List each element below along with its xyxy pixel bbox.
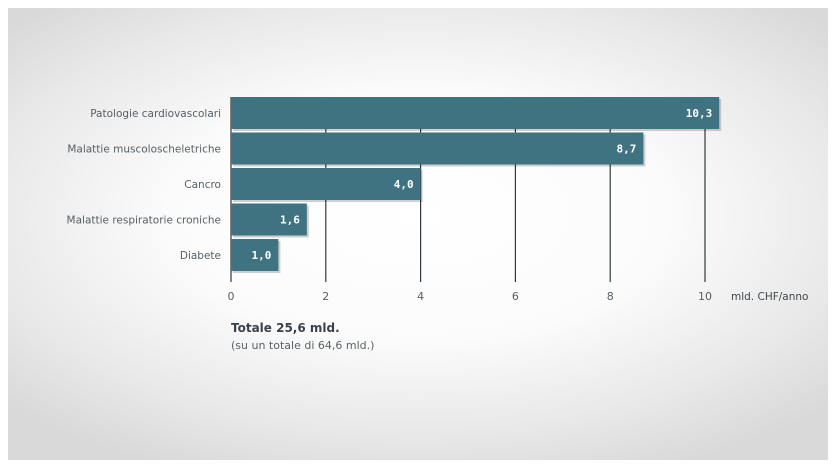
bar-4 bbox=[231, 203, 307, 236]
bar-5 bbox=[231, 239, 279, 271]
total-summary: Totale 25,6 mld. (su un totale di 64,6 m… bbox=[231, 320, 374, 354]
bar-value-label: 4,0 bbox=[394, 178, 414, 191]
bar-value-label: 10,3 bbox=[686, 107, 713, 120]
x-axis-unit-label: mld. CHF/anno bbox=[731, 291, 808, 303]
x-tick-label: 6 bbox=[512, 290, 519, 303]
category-label: Malattie muscoloscheletriche bbox=[67, 144, 221, 156]
total-label: Totale 25,6 mld. bbox=[231, 321, 340, 335]
x-tick-label: 2 bbox=[322, 290, 329, 303]
bar-value-label: 1,6 bbox=[280, 214, 300, 227]
bars: 10,3 8,7 4,0 1,6 1,0 bbox=[231, 97, 722, 273]
chart-background bbox=[8, 8, 828, 460]
category-label: Cancro bbox=[184, 179, 221, 191]
category-label: Malattie respiratorie croniche bbox=[67, 215, 221, 227]
x-tick-label: 10 bbox=[698, 290, 712, 303]
bar-value-label: 8,7 bbox=[617, 143, 637, 156]
category-label: Patologie cardiovascolari bbox=[90, 108, 221, 120]
total-note: (su un totale di 64,6 mld.) bbox=[231, 339, 375, 352]
x-tick-label: 0 bbox=[228, 290, 235, 303]
bar-3 bbox=[231, 168, 421, 200]
x-tick-label: 4 bbox=[417, 290, 424, 303]
category-labels: Patologie cardiovascolari Malattie muscol… bbox=[67, 108, 221, 262]
category-label: Diabete bbox=[180, 250, 221, 262]
x-tick-label: 8 bbox=[607, 290, 614, 303]
x-axis-ticks: 0 2 4 6 8 10 bbox=[228, 290, 713, 303]
bar-value-label: 1,0 bbox=[252, 249, 272, 262]
bar-2 bbox=[231, 132, 644, 165]
bar-1 bbox=[231, 97, 720, 129]
